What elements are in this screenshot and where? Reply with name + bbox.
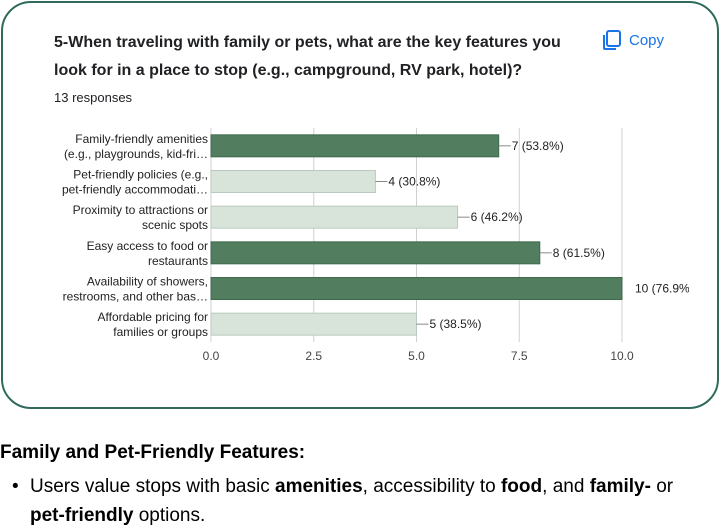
bullet-bold-term: amenities <box>275 476 363 497</box>
category-label: Proximity to attractions or <box>73 203 208 217</box>
summary-bullet: • Users value stops with basic amenities… <box>12 472 712 530</box>
bar <box>210 241 541 265</box>
summary-heading: Family and Pet-Friendly Features: <box>0 442 306 463</box>
bullet-text-run: Users value stops with basic <box>30 476 275 497</box>
bullet-dot: • <box>12 476 19 497</box>
question-title: 5-When traveling with family or pets, wh… <box>54 34 561 79</box>
copy-icon <box>601 29 623 51</box>
bullet-text-run: or <box>650 476 674 497</box>
category-label: Affordable pricing for <box>97 310 208 324</box>
category-label: Availability of showers, <box>87 275 208 289</box>
x-tick-label: 7.5 <box>511 349 528 363</box>
bullet-text-run: , accessibility to <box>362 476 501 497</box>
category-label: Pet-friendly policies (e.g., <box>73 168 208 182</box>
summary-bullet-text: Users value stops with basic amenities, … <box>30 472 712 530</box>
copy-button[interactable]: Copy <box>601 29 664 51</box>
bar <box>210 312 417 336</box>
category-label: (e.g., playgrounds, kid-fri… <box>64 147 208 161</box>
data-label: 4 (30.8%) <box>388 175 440 189</box>
x-tick-label: 10.0 <box>610 349 634 363</box>
category-label: restaurants <box>148 254 208 268</box>
bullet-bold-term: family- <box>589 476 651 497</box>
category-label: scenic spots <box>142 218 208 232</box>
x-tick-label: 2.5 <box>305 349 322 363</box>
bar <box>210 170 376 193</box>
data-label: 8 (61.5%) <box>553 246 605 260</box>
x-tick-label: 0.0 <box>203 349 220 363</box>
category-label: Easy access to food or <box>87 239 208 253</box>
bar-chart: 0.0 2.5 5.0 7.5 10.0 Family-friendly amenitie… <box>62 128 694 363</box>
category-label: families or groups <box>113 325 208 339</box>
bullet-bold-term: food <box>500 476 543 497</box>
category-label: Family-friendly amenities <box>75 132 208 146</box>
data-label: 10 (76.9%) <box>635 282 694 296</box>
bar <box>210 134 500 158</box>
response-count: 13 responses <box>54 90 133 105</box>
bar <box>210 205 459 229</box>
copy-label: Copy <box>629 31 665 49</box>
x-tick-label: 5.0 <box>408 349 425 363</box>
bullet-text-run: options. <box>133 505 206 526</box>
data-label: 7 (53.8%) <box>512 139 564 153</box>
response-card: 5-When traveling with family or pets, wh… <box>1 1 719 409</box>
data-label: 6 (46.2%) <box>471 210 523 224</box>
bullet-bold-term: pet-friendly <box>30 505 134 526</box>
bullet-text-run: , and <box>542 476 590 497</box>
category-label: pet-friendly accommodati… <box>62 183 208 197</box>
data-label: 5 (38.5%) <box>430 317 482 331</box>
bar <box>210 277 623 300</box>
category-label: restrooms, and other bas… <box>63 290 208 304</box>
